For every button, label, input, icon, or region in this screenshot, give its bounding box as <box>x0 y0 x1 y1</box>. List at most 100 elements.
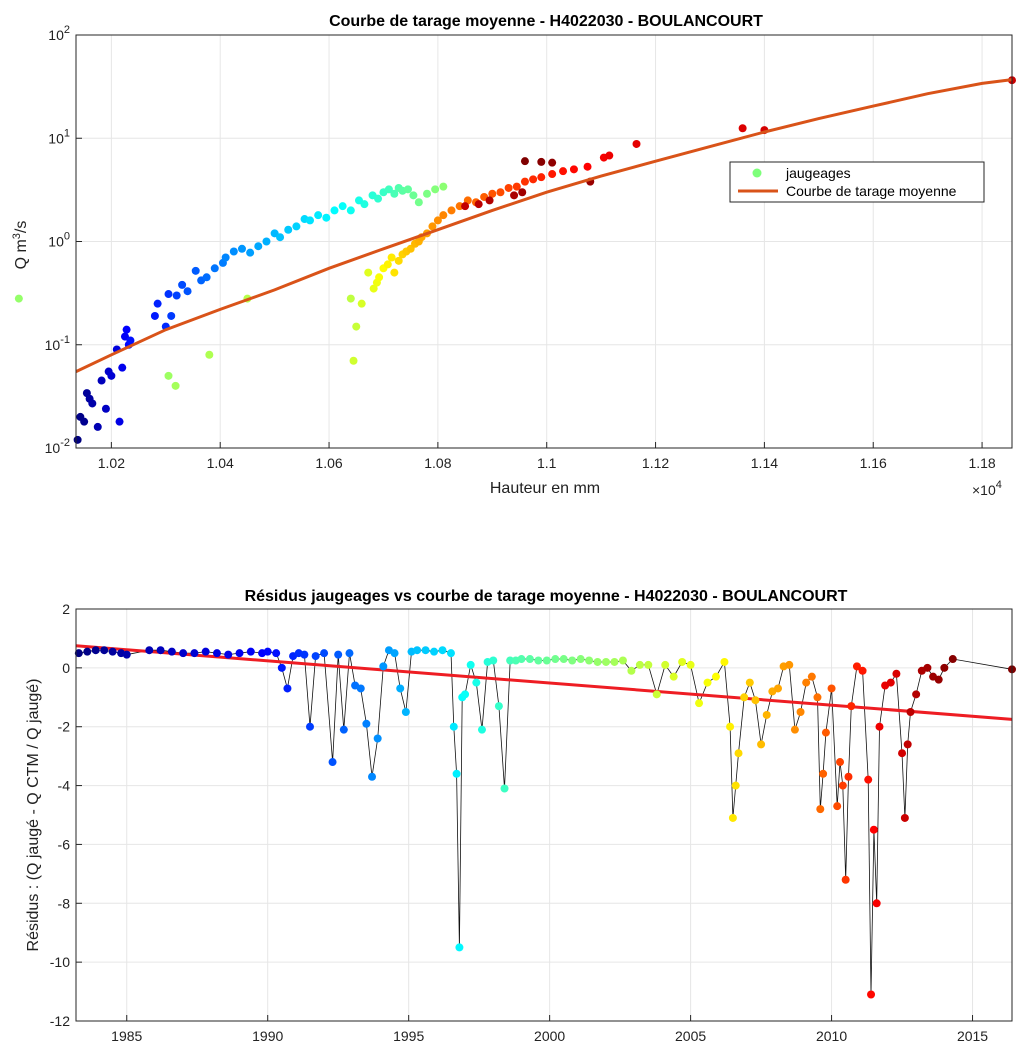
jaugeage-point <box>167 311 176 320</box>
residual-point <box>568 656 577 665</box>
top-x-tick-label: 1.04 <box>207 455 234 471</box>
jaugeage-point <box>118 363 127 372</box>
top-x-tick-label: 1.1 <box>537 455 557 471</box>
residual-point <box>179 649 188 658</box>
jaugeage-point <box>183 287 192 296</box>
jaugeage-point <box>80 417 89 426</box>
residual-point <box>551 655 560 664</box>
residual-point <box>401 708 410 716</box>
residual-point <box>934 675 943 684</box>
x-axis-exponent: ×104 <box>972 479 1002 498</box>
residual-point <box>726 722 735 731</box>
residuals-chart: Résidus jaugeages vs courbe de tarage mo… <box>25 588 1016 1044</box>
residual-point <box>948 655 957 664</box>
residual-point <box>328 758 337 767</box>
residual-point <box>466 660 475 669</box>
residual-point <box>559 655 568 664</box>
legend-label-courbe: Courbe de tarage moyenne <box>786 183 957 199</box>
residual-point <box>145 646 154 655</box>
jaugeage-point <box>360 200 369 209</box>
jaugeage-point <box>387 253 396 262</box>
jaugeage-point <box>559 167 568 176</box>
bottom-x-tick-label: 2005 <box>675 1028 706 1044</box>
residual-point <box>852 662 861 671</box>
residual-point <box>875 722 884 731</box>
top-y-tick-label: 101 <box>48 127 70 146</box>
jaugeage-point <box>191 266 200 275</box>
residual-point <box>669 672 678 681</box>
rating-curve-x-label: Hauteur en mm <box>490 480 600 497</box>
jaugeage-point <box>229 247 238 256</box>
jaugeage-point <box>423 189 431 198</box>
jaugeage-point <box>409 191 418 200</box>
residual-point <box>813 693 822 702</box>
bottom-x-tick-label: 1985 <box>111 1028 142 1044</box>
residual-point <box>678 657 687 666</box>
residuals-y-label: Résidus : (Q jaugé - Q CTM / Q jaugé) <box>25 679 42 952</box>
residual-point <box>306 722 314 731</box>
jaugeage-point <box>488 189 497 198</box>
residuals-plot-area <box>74 644 1016 999</box>
bottom-x-tick-label: 1990 <box>252 1028 283 1044</box>
residual-point <box>593 657 602 666</box>
residual-point <box>906 708 915 716</box>
jaugeage-point <box>518 188 527 197</box>
jaugeage-point <box>520 177 529 186</box>
jaugeage-point <box>202 273 211 282</box>
bottom-y-tick-label: -6 <box>58 836 71 852</box>
top-x-tick-label: 1.18 <box>968 455 995 471</box>
jaugeage-point <box>352 322 361 331</box>
bottom-y-tick-label: -2 <box>58 719 71 735</box>
jaugeage-point <box>14 294 23 303</box>
residual-point <box>156 646 165 655</box>
residual-point <box>100 646 109 655</box>
jaugeage-point <box>346 294 355 303</box>
jaugeage-point <box>115 417 124 426</box>
jaugeage-point <box>496 188 505 197</box>
residual-point <box>745 678 754 687</box>
jaugeage-point <box>369 284 378 293</box>
jaugeage-point <box>428 222 437 231</box>
residual-point <box>867 990 876 999</box>
rating-curve-grid <box>76 34 1012 449</box>
residuals-x-ticks: 1985 1990 1995 2000 2005 2010 2015 <box>111 1015 988 1044</box>
jaugeage-point <box>153 299 162 308</box>
residual-point <box>277 663 286 672</box>
residual-point <box>379 662 388 671</box>
jaugeage-point <box>520 157 529 166</box>
jaugeage-point <box>447 206 456 215</box>
residual-point <box>827 684 836 693</box>
jaugeage-point <box>431 185 440 194</box>
residual-point <box>283 684 292 693</box>
residual-point <box>452 769 461 778</box>
jaugeage-point <box>384 185 393 194</box>
top-x-tick-label: 1.14 <box>751 455 778 471</box>
residuals-y-ticks: 2 0 -2 -4 -6 -8 -10 -12 <box>50 601 82 1029</box>
residuals-title: Résidus jaugeages vs courbe de tarage mo… <box>245 588 848 605</box>
residuals-connector-line <box>78 649 1013 995</box>
residual-point <box>940 663 949 672</box>
jaugeage-point <box>383 260 392 269</box>
jaugeage-point <box>414 198 423 207</box>
residual-point <box>334 650 343 659</box>
jaugeage-point <box>605 151 614 160</box>
residual-point <box>923 663 932 672</box>
residual-point <box>695 699 704 708</box>
jaugeage-point <box>150 311 159 320</box>
residual-point <box>635 660 644 669</box>
legend-label-jaugeages: jaugeages <box>785 165 851 181</box>
residual-point <box>263 647 272 656</box>
residual-point <box>534 656 543 665</box>
jaugeage-point <box>364 268 373 277</box>
residual-point <box>373 734 382 743</box>
residual-point <box>212 649 221 658</box>
residual-point <box>122 650 131 659</box>
residual-point <box>751 696 760 705</box>
residual-point <box>610 657 619 666</box>
bottom-x-tick-label: 2010 <box>816 1028 847 1044</box>
rating-curve-y-ticks: 10-2 10-1 100 101 102 <box>45 24 82 456</box>
residual-point <box>449 722 458 731</box>
residual-point <box>461 690 470 699</box>
bottom-x-tick-label: 2000 <box>534 1028 565 1044</box>
